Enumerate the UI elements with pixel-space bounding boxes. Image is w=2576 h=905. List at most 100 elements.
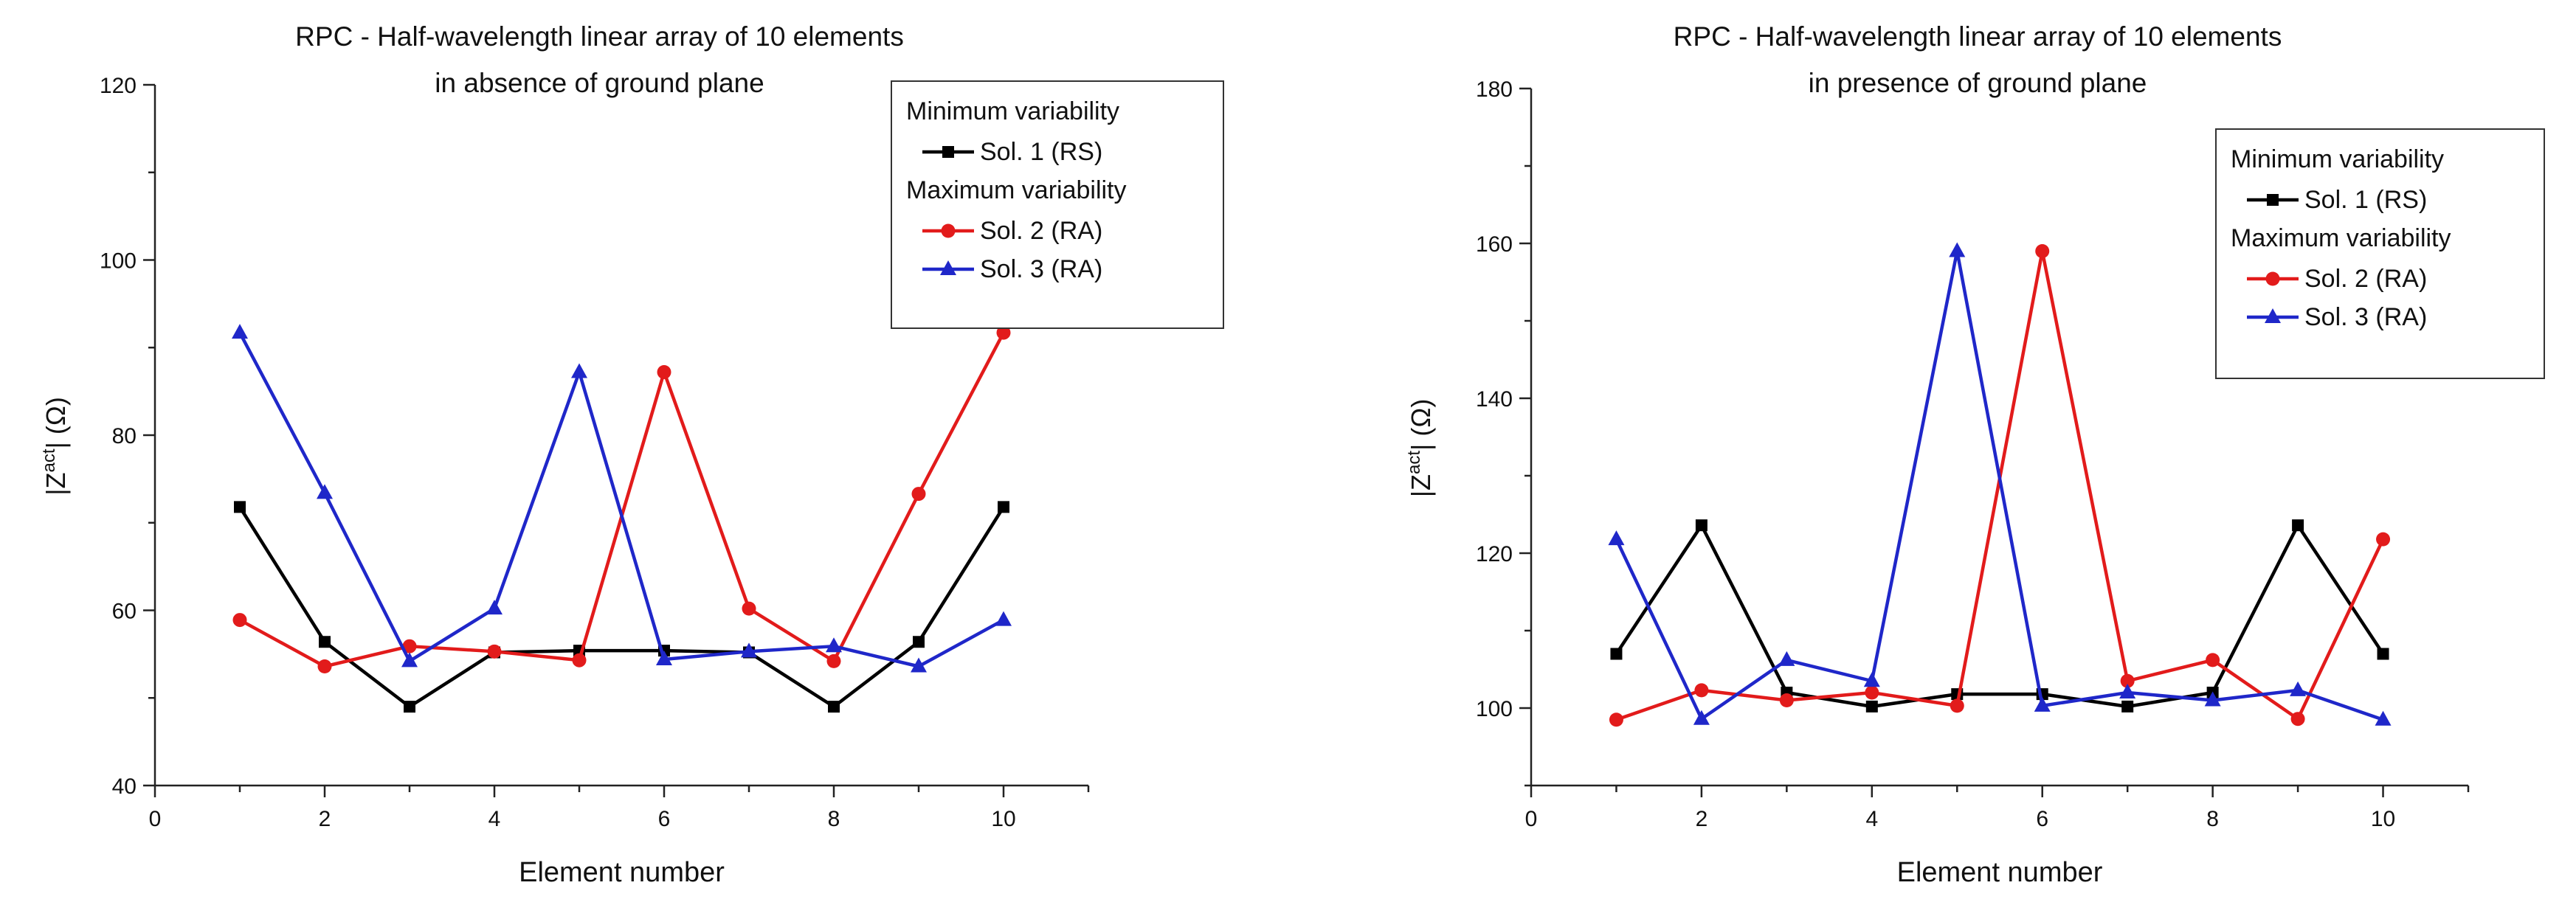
x-tick-label: 2 <box>1696 807 1708 831</box>
series-2-line <box>238 332 1005 668</box>
series-3-point <box>826 637 842 653</box>
x-tick-label: 0 <box>1525 807 1538 831</box>
series-2-point <box>2206 653 2220 668</box>
y-axis-label-main: |Z <box>1406 474 1436 497</box>
x-tick-label: 2 <box>319 807 331 831</box>
x-tick-label: 8 <box>2206 807 2219 831</box>
series-1 <box>234 501 1009 713</box>
series-3-point <box>571 363 587 378</box>
legend-swatch-marker <box>2265 308 2281 323</box>
series-2-point <box>2290 712 2305 727</box>
x-tick-label: 10 <box>991 807 1015 831</box>
series-2-point <box>1609 712 1623 727</box>
x-tick-label: 6 <box>658 807 671 831</box>
series-3-line <box>238 332 1005 668</box>
legend-entry-label: Sol. 3 (RA) <box>980 255 1102 283</box>
series-1-point <box>319 636 331 648</box>
legend: Minimum variability Sol. 1 (RS) Maximum va… <box>891 80 1224 329</box>
legend-swatch-marker <box>942 146 954 158</box>
series-3-point <box>1778 651 1795 666</box>
series-1-point <box>913 636 925 648</box>
series-1-point <box>998 501 1009 513</box>
series-2-point <box>1694 683 1709 698</box>
y-tick-label: 180 <box>1476 77 1513 102</box>
legend-swatch-marker <box>940 260 956 275</box>
series-1-line <box>1615 523 2385 709</box>
x-axis-label: Element number <box>1897 857 2103 888</box>
series-3-point <box>2290 681 2307 696</box>
series-1-point <box>1695 519 1707 532</box>
series-3-point <box>2375 710 2392 726</box>
y-tick-label: 100 <box>1476 697 1513 721</box>
y-tick-label: 40 <box>112 774 137 799</box>
series-1-point <box>828 701 840 713</box>
x-axis-label: Element number <box>519 857 725 888</box>
legend-box <box>2215 128 2545 379</box>
legend-entry-label: Sol. 1 (RS) <box>980 138 1102 166</box>
series-2-point <box>2376 532 2391 547</box>
series-1-line <box>238 506 1005 709</box>
legend-swatch-marker <box>2265 271 2280 286</box>
chart-title: RPC - Half-wavelength linear array of 10… <box>295 21 904 52</box>
series-1-point <box>2292 519 2304 532</box>
y-axis-label-unit: | (Ω) <box>1406 399 1436 451</box>
legend-box <box>891 80 1224 329</box>
series-3-point <box>656 651 672 665</box>
series-1 <box>1610 519 2389 712</box>
y-axis-label: |Zact| (Ω) <box>39 397 71 496</box>
series-2 <box>232 325 1011 673</box>
series-2-point <box>1950 698 1964 713</box>
series-2-point <box>1865 685 1879 700</box>
x-tick-label: 4 <box>1865 807 1878 831</box>
series-1-point <box>2377 648 2389 660</box>
legend-entry-label: Sol. 3 (RA) <box>2304 303 2427 331</box>
series-2-point <box>1779 693 1794 707</box>
legend-swatch-marker <box>941 223 956 238</box>
series-2-point <box>402 639 417 653</box>
series-1-point <box>234 501 246 513</box>
series-1-point <box>404 701 415 713</box>
series-2-point <box>2035 244 2050 258</box>
series-3-point <box>2119 684 2136 698</box>
y-axis-label-unit: | (Ω) <box>41 397 71 448</box>
series-3-point <box>1693 710 1710 725</box>
series-2-point <box>742 601 756 616</box>
legend-entry-label: Sol. 2 (RA) <box>980 217 1102 245</box>
series-3-point <box>486 600 503 615</box>
series-1-point <box>2121 700 2134 712</box>
series-2-point <box>911 487 926 502</box>
y-axis-label-main: |Z <box>41 472 71 495</box>
y-axis-label: |Zact| (Ω) <box>1404 399 1436 498</box>
y-tick-label: 60 <box>112 600 137 624</box>
y-axis-label-superscript: act <box>39 448 59 472</box>
x-tick-label: 0 <box>149 807 162 831</box>
legend-entry-label: Sol. 2 (RA) <box>2304 265 2427 293</box>
series-3 <box>1608 242 2392 726</box>
x-tick-label: 4 <box>488 807 501 831</box>
x-tick-label: 6 <box>2036 807 2048 831</box>
y-tick-label: 80 <box>112 424 137 448</box>
series-2-point <box>232 613 247 628</box>
legend: Minimum variability Sol. 1 (RS) Maximum va… <box>2215 128 2545 379</box>
chart-title: RPC - Half-wavelength linear array of 10… <box>1674 21 2282 52</box>
series-3-point <box>1863 672 1880 687</box>
legend-entry-label: Sol. 1 (RS) <box>2304 186 2427 214</box>
series-3-point <box>401 652 418 668</box>
series-3-point <box>1949 242 1966 257</box>
chart-subtitle: in presence of ground plane <box>1809 68 2147 98</box>
series-3-point <box>232 324 248 339</box>
legend-group-heading: Maximum variability <box>906 176 1127 204</box>
series-3-line <box>1615 249 2384 721</box>
series-3-point <box>741 642 757 658</box>
y-tick-label: 120 <box>1476 542 1513 566</box>
series-2-point <box>2120 673 2135 688</box>
series-2-point <box>572 653 587 668</box>
series-2-point <box>657 365 671 379</box>
legend-group-heading: Minimum variability <box>906 97 1119 125</box>
x-tick-label: 10 <box>2371 807 2395 831</box>
series-3-point <box>2204 691 2221 707</box>
legend-group-heading: Maximum variability <box>2231 224 2451 252</box>
series-3-point <box>2034 696 2051 712</box>
y-tick-label: 140 <box>1476 387 1513 412</box>
